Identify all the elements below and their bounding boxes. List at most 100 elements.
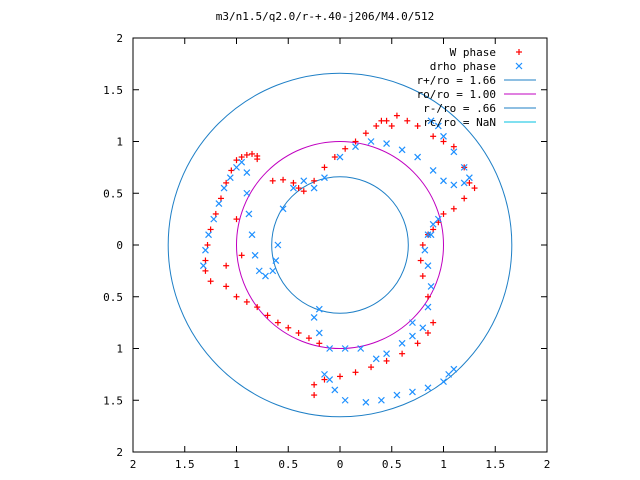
drho-phase-point — [372, 355, 380, 363]
drho-phase-point — [434, 122, 442, 130]
drho-phase-point — [326, 376, 334, 383]
drho-phase-point — [226, 174, 234, 182]
drho-phase-point — [248, 231, 256, 239]
y-tick-label: 1.5 — [103, 84, 123, 97]
w-phase-point — [223, 262, 230, 269]
w-phase-point — [424, 293, 431, 300]
drho-phase-point — [341, 396, 349, 404]
w-phase-point — [466, 179, 473, 186]
w-phase-point — [238, 154, 245, 161]
drho-phase-point — [450, 365, 458, 373]
drho-phase-point — [205, 231, 212, 239]
reference-circle — [167, 72, 513, 418]
drho-phase-point — [362, 398, 370, 406]
w-phase-point — [368, 364, 375, 371]
drho-phase-point — [450, 148, 458, 156]
w-phase-point — [228, 167, 235, 174]
drho-phase-point — [315, 305, 323, 313]
drho-phase-point — [310, 314, 318, 321]
w-phase-point — [311, 392, 318, 399]
w-phase-point — [321, 376, 328, 383]
w-phase-point — [404, 117, 411, 124]
drho-phase-point — [274, 241, 282, 249]
drho-phase-point — [310, 184, 318, 192]
w-phase-point — [223, 179, 230, 186]
w-phase-point — [399, 350, 406, 357]
w-phase-point — [311, 381, 318, 388]
drho-phase-point — [202, 246, 209, 254]
drho-phase-point — [243, 169, 251, 176]
y-tick-label: 0 — [116, 239, 123, 252]
data-markers — [199, 112, 478, 406]
w-phase-point — [435, 219, 442, 226]
drho-phase-point — [377, 396, 385, 404]
w-phase-point — [207, 278, 214, 285]
drho-phase-point — [269, 267, 277, 275]
w-phase-point — [217, 195, 224, 202]
x-tick-label: 1 — [233, 458, 240, 471]
y-tick-label: 0.5 — [103, 291, 123, 304]
w-phase-point — [202, 257, 209, 264]
drho-phase-point — [321, 174, 328, 182]
w-phase-point — [450, 205, 457, 212]
y-tick-label: 1.5 — [103, 394, 123, 407]
drho-phase-point — [220, 184, 228, 192]
legend-label: ro/ro = 1.00 — [417, 88, 496, 101]
legend-swatch — [515, 62, 523, 70]
x-tick-label: 0 — [337, 458, 344, 471]
drho-phase-point — [445, 370, 453, 378]
x-tick-label: 0.5 — [382, 458, 402, 471]
drho-phase-point — [429, 167, 437, 174]
drho-phase-point — [427, 117, 435, 125]
reference-circle — [236, 141, 444, 349]
w-phase-point — [280, 176, 287, 183]
x-tick-label: 1.5 — [485, 458, 505, 471]
x-tick-label: 0.5 — [278, 458, 298, 471]
y-tick-label: 0.5 — [103, 187, 123, 200]
w-phase-point — [417, 257, 424, 264]
drho-phase-point — [336, 153, 344, 161]
w-phase-point — [305, 335, 312, 342]
drho-phase-point — [429, 220, 437, 228]
drho-phase-point — [460, 179, 468, 187]
w-phase-point — [295, 185, 302, 192]
w-phase-point — [424, 329, 431, 336]
w-phase-point — [352, 138, 359, 145]
drho-phase-point — [243, 189, 251, 197]
drho-phase-point — [290, 184, 297, 192]
drho-phase-point — [434, 215, 442, 223]
w-phase-point — [212, 210, 219, 217]
chart-title: m3/n1.5/q2.0/r-+.40-j206/M4.0/512 — [216, 10, 435, 23]
w-phase-point — [300, 188, 307, 195]
reference-circle — [271, 176, 409, 314]
drho-phase-point — [409, 388, 416, 396]
x-tick-label: 2 — [130, 458, 137, 471]
w-phase-point — [430, 226, 437, 233]
w-phase-point — [461, 195, 468, 202]
w-phase-point — [207, 226, 214, 233]
drho-phase-point — [238, 158, 246, 166]
w-phase-point — [393, 112, 400, 119]
drho-phase-point — [352, 143, 359, 151]
drho-phase-point — [245, 210, 253, 218]
drho-phase-point — [262, 272, 269, 280]
w-phase-point — [342, 145, 349, 152]
drho-phase-point — [341, 345, 349, 352]
w-phase-point — [204, 242, 211, 248]
w-phase-point — [233, 293, 240, 300]
w-phase-point — [440, 210, 447, 217]
drho-phase-point — [427, 231, 435, 239]
w-phase-point — [419, 273, 426, 280]
drho-phase-point — [326, 345, 334, 352]
drho-phase-point — [465, 174, 473, 182]
drho-phase-point — [251, 251, 259, 259]
legend-label: drho phase — [430, 60, 496, 73]
reference-circles — [167, 72, 513, 418]
legend-label: W phase — [450, 46, 496, 59]
w-phase-point — [383, 117, 390, 124]
w-phase-point — [264, 312, 271, 319]
w-phase-point — [223, 283, 230, 290]
w-phase-point — [414, 340, 421, 347]
w-phase-point — [388, 122, 395, 129]
